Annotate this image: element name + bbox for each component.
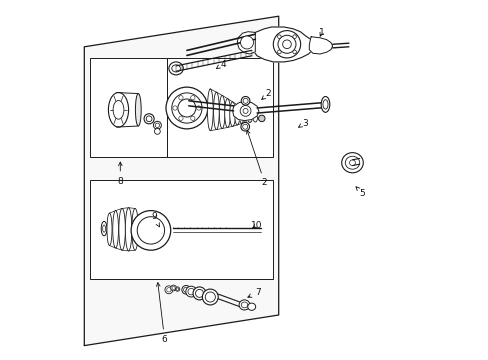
Ellipse shape — [321, 96, 329, 112]
Text: 9: 9 — [151, 212, 159, 227]
Ellipse shape — [195, 289, 203, 297]
Ellipse shape — [229, 102, 235, 126]
Ellipse shape — [239, 108, 244, 123]
Ellipse shape — [108, 93, 128, 127]
Circle shape — [185, 286, 196, 297]
Circle shape — [183, 287, 188, 292]
Ellipse shape — [247, 112, 252, 122]
Circle shape — [196, 106, 201, 110]
Ellipse shape — [101, 221, 107, 236]
Circle shape — [179, 116, 183, 121]
Ellipse shape — [241, 122, 249, 131]
Ellipse shape — [193, 287, 205, 300]
Ellipse shape — [224, 99, 230, 127]
Circle shape — [190, 95, 195, 100]
Ellipse shape — [146, 116, 152, 122]
Ellipse shape — [243, 98, 247, 103]
Ellipse shape — [207, 89, 213, 131]
Text: 2: 2 — [261, 89, 271, 99]
Ellipse shape — [345, 156, 359, 169]
Text: 5: 5 — [355, 187, 365, 198]
Circle shape — [190, 116, 195, 121]
Bar — [167, 58, 273, 157]
Circle shape — [131, 211, 170, 250]
Ellipse shape — [154, 129, 160, 134]
Ellipse shape — [135, 94, 141, 126]
Ellipse shape — [113, 211, 118, 248]
Ellipse shape — [241, 302, 247, 308]
Circle shape — [137, 217, 164, 244]
Circle shape — [277, 35, 295, 53]
Circle shape — [182, 285, 190, 294]
Ellipse shape — [153, 121, 161, 129]
Polygon shape — [84, 16, 278, 346]
Ellipse shape — [171, 65, 180, 72]
Ellipse shape — [239, 300, 249, 310]
Ellipse shape — [107, 213, 112, 246]
Ellipse shape — [144, 114, 154, 124]
Circle shape — [292, 35, 296, 39]
Text: 10: 10 — [251, 220, 263, 230]
Text: 2: 2 — [246, 130, 267, 188]
Ellipse shape — [202, 289, 218, 305]
Circle shape — [172, 287, 175, 289]
Circle shape — [282, 40, 291, 49]
Circle shape — [172, 106, 177, 110]
Ellipse shape — [341, 153, 363, 173]
Polygon shape — [309, 37, 332, 54]
Text: 8: 8 — [117, 162, 123, 186]
Bar — [89, 58, 167, 157]
Circle shape — [292, 50, 296, 54]
Circle shape — [171, 93, 202, 123]
Polygon shape — [232, 102, 258, 121]
Circle shape — [170, 285, 176, 291]
Text: 1: 1 — [318, 28, 324, 37]
Circle shape — [277, 35, 281, 39]
Ellipse shape — [258, 115, 264, 122]
Polygon shape — [253, 27, 312, 62]
Bar — [89, 180, 273, 279]
Circle shape — [243, 108, 247, 113]
Circle shape — [349, 160, 355, 166]
Ellipse shape — [168, 62, 183, 75]
Circle shape — [277, 50, 281, 54]
Circle shape — [240, 105, 250, 116]
Circle shape — [179, 95, 183, 100]
Ellipse shape — [322, 100, 327, 109]
Ellipse shape — [119, 208, 125, 250]
Circle shape — [178, 99, 196, 117]
Circle shape — [187, 288, 194, 295]
Ellipse shape — [205, 292, 215, 302]
Polygon shape — [237, 32, 255, 54]
Circle shape — [240, 36, 253, 49]
Text: 7: 7 — [247, 288, 261, 297]
Ellipse shape — [213, 92, 219, 130]
Ellipse shape — [125, 208, 132, 251]
Circle shape — [164, 286, 172, 294]
Circle shape — [176, 288, 178, 290]
Ellipse shape — [242, 124, 247, 129]
Ellipse shape — [132, 208, 138, 250]
Ellipse shape — [247, 303, 255, 310]
Text: 4: 4 — [216, 60, 225, 69]
Circle shape — [273, 31, 300, 58]
Ellipse shape — [243, 110, 246, 122]
Ellipse shape — [234, 105, 239, 125]
Text: 6: 6 — [156, 283, 167, 343]
Ellipse shape — [241, 96, 249, 105]
Ellipse shape — [219, 95, 224, 129]
Ellipse shape — [253, 113, 257, 122]
Circle shape — [166, 288, 171, 292]
Ellipse shape — [155, 123, 159, 127]
Ellipse shape — [102, 225, 105, 232]
Text: 3: 3 — [298, 119, 307, 128]
Circle shape — [175, 287, 179, 291]
Circle shape — [166, 87, 207, 129]
